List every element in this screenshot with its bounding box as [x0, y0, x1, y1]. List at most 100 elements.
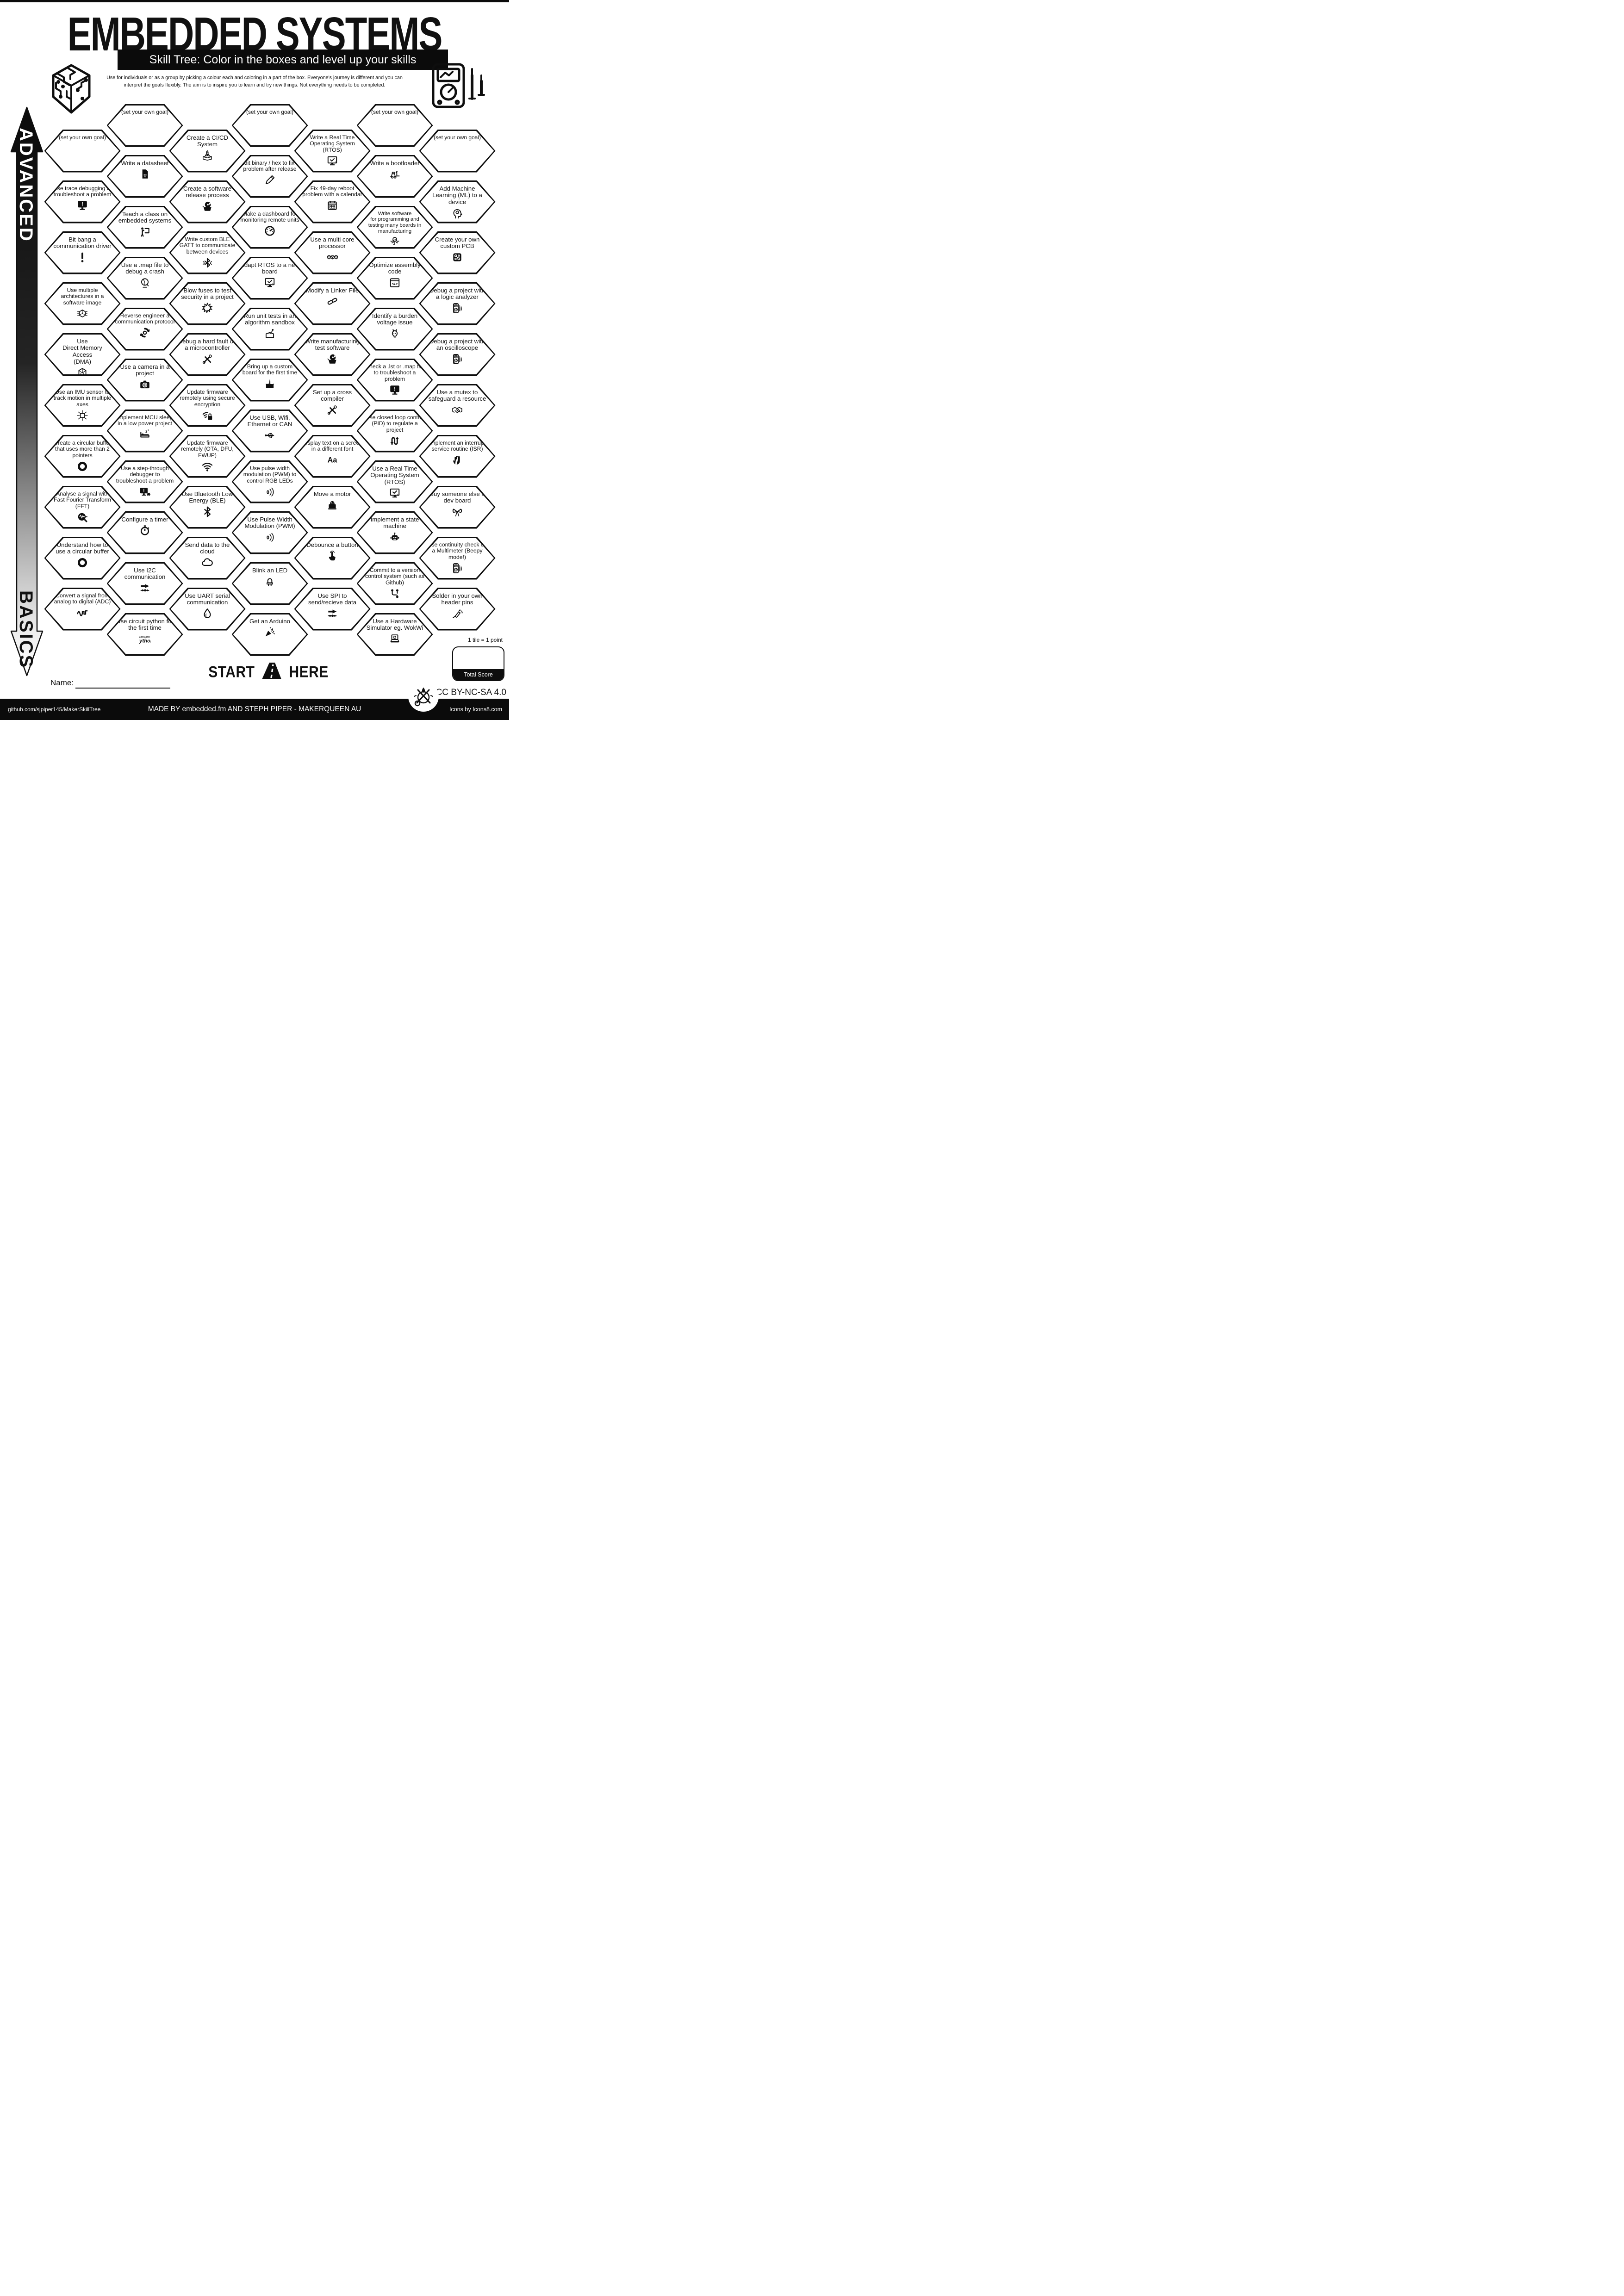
skill-tile[interactable]: Fix 49-day reboot problem with a calenda…: [294, 180, 371, 223]
skill-tile[interactable]: Use a step-through debugger to troublesh…: [106, 460, 183, 503]
tile-label: Implement MCU sleep in a low power proje…: [117, 414, 173, 427]
skill-tile[interactable]: Teach a class on embedded systems: [106, 205, 183, 249]
skill-tile[interactable]: Use Direct Memory Access (DMA): [44, 333, 121, 376]
skill-tile[interactable]: Debug a project with an oscilloscope: [419, 333, 496, 376]
skill-tile[interactable]: Check a .lst or .map file to troubleshoo…: [356, 358, 433, 402]
goal-tile[interactable]: (set your own goal): [44, 129, 121, 173]
skill-tile[interactable]: Create your own custom PCB: [419, 231, 496, 274]
skill-tile[interactable]: Convert a signal from analog to digital …: [44, 587, 121, 631]
skill-tile[interactable]: Configure a timer: [106, 511, 183, 554]
tile-label: Use continuity check on a Multimeter (Be…: [427, 541, 487, 560]
goal-tile[interactable]: (set your own goal): [106, 104, 183, 147]
skill-tile[interactable]: Use multiple architectures in a software…: [44, 282, 121, 325]
skill-tile[interactable]: Write a datasheet: [106, 155, 183, 198]
skill-tile[interactable]: Blow fuses to test security in a project: [169, 282, 246, 325]
skill-tile[interactable]: Use a .map file to debug a crash: [106, 256, 183, 300]
footer-credit: MADE BY embedded.fm AND STEPH PIPER - MA…: [148, 705, 361, 713]
skill-tile[interactable]: Run unit tests in an algorithm sandbox: [231, 307, 308, 351]
skill-tile[interactable]: Use a multi core processor: [294, 231, 371, 274]
skill-tile[interactable]: Use Pulse Width Modulation (PWM): [231, 511, 308, 554]
skill-tile[interactable]: Use a mutex to safeguard a resource: [419, 384, 496, 427]
skill-tile[interactable]: Use a camera in a project: [106, 358, 183, 402]
skill-tile[interactable]: Use circuit python for the first time CIR…: [106, 613, 183, 656]
skill-tile[interactable]: Get an Arduino: [231, 613, 308, 656]
skill-tile[interactable]: Move a motor: [294, 485, 371, 529]
skill-tile[interactable]: Blink an LED: [231, 562, 308, 605]
skill-tile[interactable]: Implement a state machine: [356, 511, 433, 554]
skill-tile[interactable]: Write software for programming and testi…: [356, 205, 433, 249]
skill-tile[interactable]: Use pulse width modulation (PWM) to cont…: [231, 460, 308, 503]
goal-tile[interactable]: (set your own goal): [231, 104, 308, 147]
skill-tile[interactable]: Optimize assembly code </>: [356, 256, 433, 300]
skill-tile[interactable]: Use continuity check on a Multimeter (Be…: [419, 536, 496, 580]
data-arrow-icon: [139, 582, 151, 594]
tile-label: Identify a burden voltage issue: [372, 312, 418, 326]
cake-icon: [264, 378, 276, 390]
skill-tile[interactable]: Use SPI to send/recieve data: [294, 587, 371, 631]
total-score-box[interactable]: Total Score: [452, 646, 504, 681]
skill-tile[interactable]: Create a software release process: [169, 180, 246, 223]
skill-tile[interactable]: Write a bootloader: [356, 155, 433, 198]
skill-tile[interactable]: Bit bang a communication driver: [44, 231, 121, 274]
tile-label: Send data to the cloud: [185, 541, 230, 555]
skill-tile[interactable]: Bring up a custom board for the first ti…: [231, 358, 308, 402]
skill-tile[interactable]: Use Bluetooth Low Energy (BLE): [169, 485, 246, 529]
head-gear-icon: [451, 207, 463, 219]
skill-tile[interactable]: Add Machine Learning (ML) to a device: [419, 180, 496, 223]
skill-tile[interactable]: Update firmware remotely (OTA, DFU, FWUP…: [169, 434, 246, 478]
skill-tile[interactable]: Analyse a signal with Fast Fourier Trans…: [44, 485, 121, 529]
skill-tile[interactable]: Implement an interrupt service routine (…: [419, 434, 496, 478]
skill-tile[interactable]: Implement MCU sleep in a low power proje…: [106, 409, 183, 453]
tile-surface: Write a bootloader: [358, 156, 432, 197]
tile-surface: Debug a hard fault on a microcontroller: [170, 334, 244, 375]
skill-tile[interactable]: Use closed loop control (PID) to regulat…: [356, 409, 433, 453]
skill-tile[interactable]: Use a Real Time Operating System (RTOS): [356, 460, 433, 503]
svg-text:python: python: [139, 639, 151, 644]
goal-tile[interactable]: (set your own goal): [356, 104, 433, 147]
skill-tile[interactable]: Edit binary / hex to fix a problem after…: [231, 155, 308, 198]
name-input-line[interactable]: [75, 688, 170, 689]
here-label: HERE: [289, 663, 329, 681]
monitor-exclaim-icon: !: [389, 384, 401, 396]
tile-surface: (set your own goal): [358, 105, 432, 146]
skill-tile[interactable]: Commit to a version control system (such…: [356, 562, 433, 605]
tile-label: Make a dashboard for monitoring remote u…: [240, 210, 299, 223]
skill-tile[interactable]: Use a Hardware Simulator eg. WokWi: [356, 613, 433, 656]
tile-label: (set your own goal): [371, 108, 419, 115]
stopwatch-icon: [139, 524, 151, 536]
start-label: START: [208, 663, 255, 681]
skill-tile[interactable]: Write custom BLE GATT to communicate bet…: [169, 231, 246, 274]
skill-tile[interactable]: Modify a Linker File: [294, 282, 371, 325]
skill-tile[interactable]: Write manufacturing test software: [294, 333, 371, 376]
tile-label: Update firmware remotely using secure en…: [180, 388, 235, 408]
skill-tile[interactable]: Create a CI/CD System: [169, 129, 246, 173]
skill-tile[interactable]: Make a dashboard for monitoring remote u…: [231, 205, 308, 249]
skill-tile[interactable]: Update firmware remotely using secure en…: [169, 384, 246, 427]
skill-tile[interactable]: Reverse engineer a communication protoco…: [106, 307, 183, 351]
tile-surface: Adapt RTOS to a new board: [233, 258, 307, 298]
tile-label: Update firmware remotely (OTA, DFU, FWUP…: [181, 439, 234, 459]
skill-tile[interactable]: Solder in your own header pins: [419, 587, 496, 631]
skill-tile[interactable]: Create a circular buffer that uses more …: [44, 434, 121, 478]
goal-tile[interactable]: (set your own goal): [419, 129, 496, 173]
skill-tile[interactable]: Use UART serial communication: [169, 587, 246, 631]
tile-surface: Use Direct Memory Access (DMA): [45, 334, 119, 375]
skill-tile[interactable]: Adapt RTOS to a new board: [231, 256, 308, 300]
skill-tile[interactable]: Send data to the cloud: [169, 536, 246, 580]
skill-tile[interactable]: Use USB, Wifi, Ethernet or CAN: [231, 409, 308, 453]
skill-tile[interactable]: Set up a cross compiler: [294, 384, 371, 427]
tile-surface: Use USB, Wifi, Ethernet or CAN: [233, 410, 307, 451]
skill-tile[interactable]: Debug a project with a logic analyzer: [419, 282, 496, 325]
skill-tile[interactable]: Use trace debugging to troubleshoot a pr…: [44, 180, 121, 223]
skill-tile[interactable]: Write a Real Time Operating System (RTOS…: [294, 129, 371, 173]
skill-tile[interactable]: Debounce a button: [294, 536, 371, 580]
skill-tile[interactable]: Use I2C communication: [106, 562, 183, 605]
skill-tile[interactable]: Buy someone else a dev board: [419, 485, 496, 529]
skill-tile[interactable]: Use an IMU sensor to track motion in mul…: [44, 384, 121, 427]
skill-tile[interactable]: Identify a burden voltage issue: [356, 307, 433, 351]
skill-tile[interactable]: Understand how to use a circular buffer: [44, 536, 121, 580]
skill-tile[interactable]: Display text on a screen in a different …: [294, 434, 371, 478]
bluetooth-burst-icon: [201, 257, 213, 269]
chain-icon: [326, 295, 338, 307]
skill-tile[interactable]: Debug a hard fault on a microcontroller: [169, 333, 246, 376]
